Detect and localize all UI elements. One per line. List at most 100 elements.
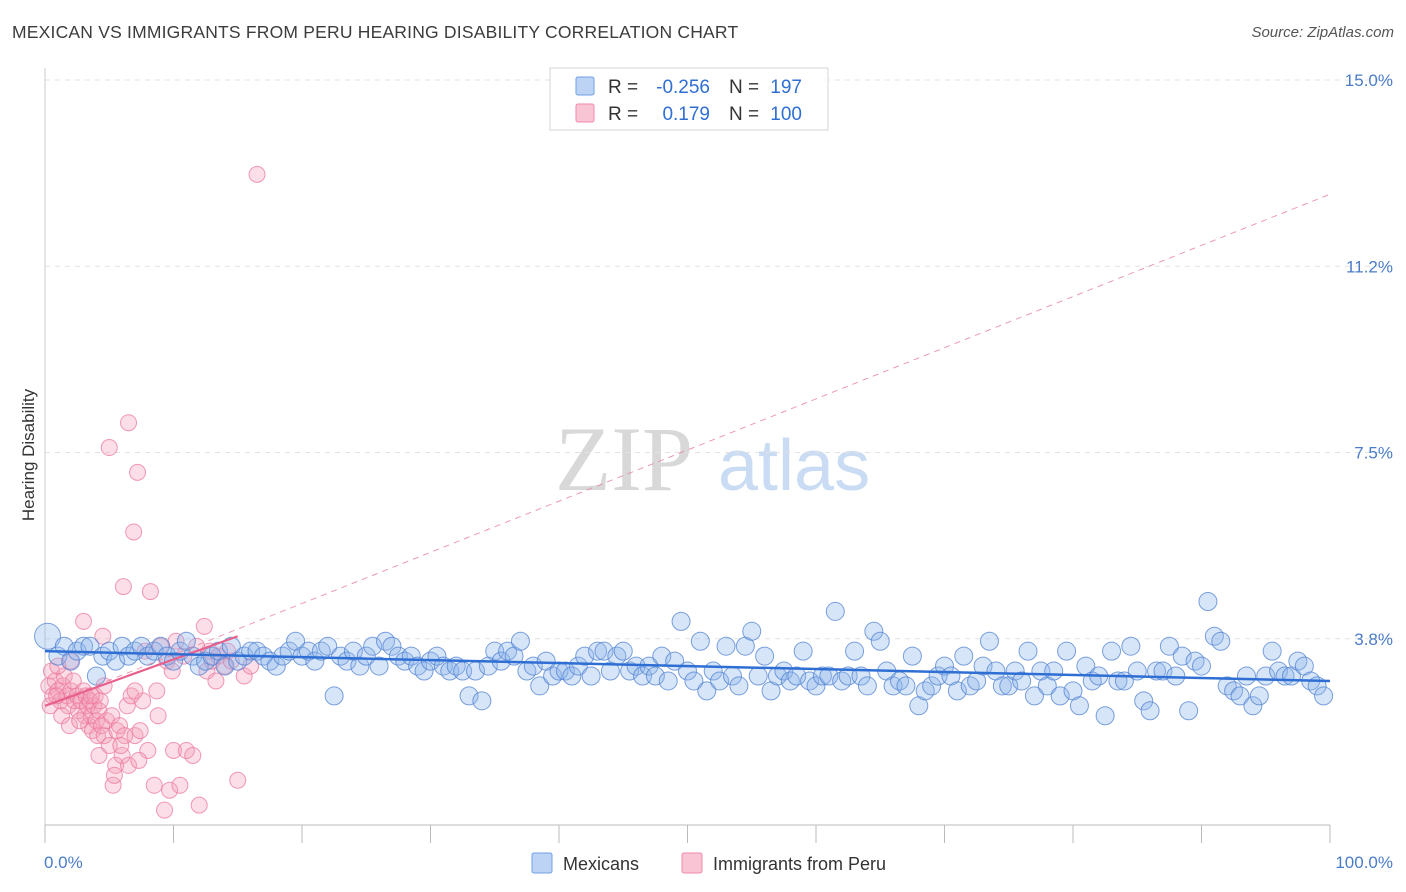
mexican-point	[151, 636, 171, 656]
mexican-point	[742, 621, 762, 641]
mexican-point	[568, 656, 588, 676]
mexican-point	[1230, 686, 1250, 706]
mexican-point	[825, 601, 845, 621]
peru-trend-line	[44, 635, 239, 707]
mexican-point	[896, 676, 916, 696]
peru-point	[100, 439, 118, 457]
bottom-legend: Mexicans Immigrants from Peru	[531, 852, 886, 874]
mexican-point	[979, 631, 999, 651]
legend-n-value-1: 197	[770, 77, 802, 98]
mexican-point	[1179, 701, 1199, 721]
mexican-point	[350, 656, 370, 676]
mexican-point	[613, 641, 633, 661]
mexican-point	[459, 686, 479, 706]
peru-point	[195, 617, 213, 635]
mexican-points	[34, 592, 1334, 726]
mexican-point	[864, 621, 884, 641]
mexican-point	[1134, 691, 1154, 711]
mexican-point	[1005, 661, 1025, 681]
mexican-point	[819, 666, 839, 686]
mexican-trend-line	[44, 649, 1331, 683]
mexican-point	[324, 686, 344, 706]
axes	[44, 68, 1331, 843]
peru-point	[126, 682, 144, 700]
mexican-point	[112, 636, 132, 656]
legend-n-label-1: N =	[729, 77, 759, 98]
bottom-legend-swatch-peru	[681, 852, 703, 874]
mexican-point	[1236, 666, 1256, 686]
peru-point	[93, 717, 111, 735]
mexican-point	[1211, 631, 1231, 651]
mexican-point	[1121, 636, 1141, 656]
mexican-point	[1159, 636, 1179, 656]
mexican-point	[1147, 661, 1167, 681]
mexican-point	[1050, 686, 1070, 706]
mexican-point	[729, 676, 749, 696]
mexican-point	[645, 666, 665, 686]
mexican-point	[658, 671, 678, 691]
legend: R = -0.256 N = 197 R = 0.179 N = 100	[549, 67, 829, 131]
peru-point	[114, 578, 132, 596]
mexican-point	[1224, 681, 1244, 701]
mexican-point	[1243, 696, 1263, 716]
peru-point	[125, 523, 143, 541]
peru-point	[171, 776, 189, 794]
x-tick-label: 100.0%	[1335, 853, 1393, 872]
mexican-point	[1102, 641, 1122, 661]
mexican-point	[973, 656, 993, 676]
mexican-point	[1192, 656, 1211, 676]
mexican-point	[1057, 641, 1077, 661]
mexican-point	[189, 656, 209, 676]
legend-box	[549, 67, 829, 131]
mexican-point	[1095, 706, 1115, 726]
mexican-point	[131, 636, 151, 656]
mexican-point	[684, 671, 704, 691]
watermark-zip: ZIP	[555, 408, 693, 510]
mexican-point	[870, 631, 890, 651]
grid-lines	[45, 79, 1390, 640]
legend-r-value-2: 0.179	[662, 104, 710, 125]
mexican-point	[697, 681, 717, 701]
peru-point	[60, 717, 78, 735]
peru-point	[141, 583, 159, 601]
trend-lines	[44, 193, 1331, 707]
tick-labels: 15.0% 11.2% 7.5% 3.8% 0.0% 100.0%	[44, 71, 1393, 872]
mexican-point	[86, 666, 106, 686]
peru-point	[149, 707, 167, 725]
peru-point	[161, 781, 179, 799]
mexican-point	[510, 631, 530, 651]
bottom-legend-swatch-mexicans	[531, 852, 553, 874]
mexican-point	[902, 646, 922, 666]
peru-point	[229, 771, 247, 789]
mexican-point	[376, 631, 396, 651]
mexican-point	[748, 666, 768, 686]
peru-point	[89, 727, 107, 745]
y-tick-label: 15.0%	[1345, 71, 1393, 90]
mexican-point	[780, 671, 800, 691]
mexican-point	[80, 636, 100, 656]
mexican-point	[215, 656, 235, 676]
mexican-point	[915, 681, 935, 701]
mexican-point	[954, 646, 974, 666]
peru-point	[126, 727, 144, 745]
peru-point	[131, 722, 149, 740]
chart-title: MEXICAN VS IMMIGRANTS FROM PERU HEARING …	[12, 22, 739, 42]
mexican-point	[1153, 661, 1173, 681]
mexican-point	[992, 676, 1012, 696]
mexican-point	[774, 661, 794, 681]
mexican-point	[408, 656, 428, 676]
y-tick-label: 11.2%	[1346, 257, 1393, 276]
mexican-point	[787, 666, 807, 686]
mexican-point	[1262, 641, 1282, 661]
peru-point	[95, 727, 113, 745]
peru-point	[105, 766, 123, 784]
mexican-point	[575, 646, 595, 666]
mexican-point	[74, 636, 94, 656]
peru-points	[40, 165, 266, 819]
mexican-point	[581, 666, 601, 686]
watermark: ZIP atlas	[555, 408, 870, 510]
legend-n-value-2: 100	[770, 104, 802, 125]
peru-point	[248, 165, 266, 183]
peru-point	[184, 746, 202, 764]
mexican-point	[1204, 626, 1224, 646]
